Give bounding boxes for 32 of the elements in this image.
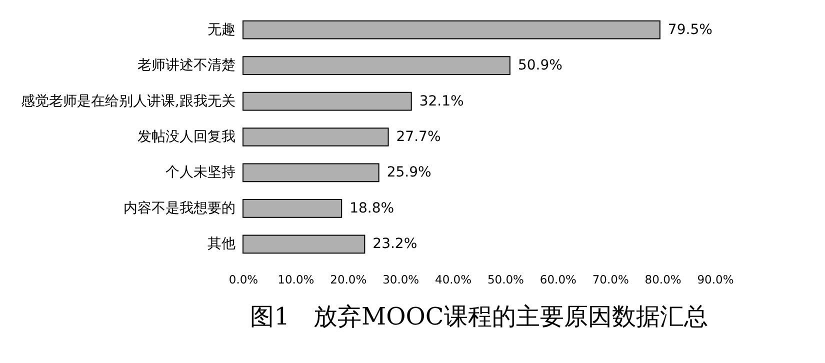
data-label: 79.5% xyxy=(668,22,712,38)
x-tick-label: 70.0% xyxy=(592,272,629,286)
y-tick-label: 内容不是我想要的 xyxy=(124,200,236,216)
x-tick-label: 90.0% xyxy=(697,272,734,286)
x-tick-label: 40.0% xyxy=(435,272,472,286)
bar xyxy=(242,20,660,40)
data-label: 32.1% xyxy=(419,93,464,110)
bar xyxy=(242,199,342,218)
y-tick-label: 发帖没人回复我 xyxy=(138,129,236,145)
data-label: 50.9% xyxy=(518,58,562,74)
data-label: 18.8% xyxy=(350,200,394,216)
x-tick-label: 30.0% xyxy=(382,272,420,286)
bar xyxy=(242,163,380,182)
y-tick-label: 无趣 xyxy=(208,22,236,38)
x-tick-label: 50.0% xyxy=(487,272,524,286)
data-label: 23.2% xyxy=(372,236,418,252)
y-tick-label: 其他 xyxy=(208,236,236,252)
x-tick-label: 60.0% xyxy=(540,272,576,286)
data-label: 25.9% xyxy=(386,164,432,181)
x-tick-label: 80.0% xyxy=(644,272,682,286)
bar xyxy=(242,234,366,254)
y-tick-label: 个人未坚持 xyxy=(166,164,236,181)
bar xyxy=(242,128,389,146)
bar xyxy=(242,92,412,111)
x-tick-label: 0.0% xyxy=(228,272,258,286)
text: 图1 放弃MOOC课程的主要原因数据汇总 xyxy=(250,302,708,330)
x-tick-label: 20.0% xyxy=(330,272,367,286)
x-tick-label: 10.0% xyxy=(278,272,314,286)
y-tick-label: 老师讲述不清楚 xyxy=(138,58,236,74)
data-label: 27.7% xyxy=(396,129,441,145)
y-tick-label: 感觉老师是在给别人讲课,跟我无关 xyxy=(21,93,236,110)
bar xyxy=(242,56,510,75)
